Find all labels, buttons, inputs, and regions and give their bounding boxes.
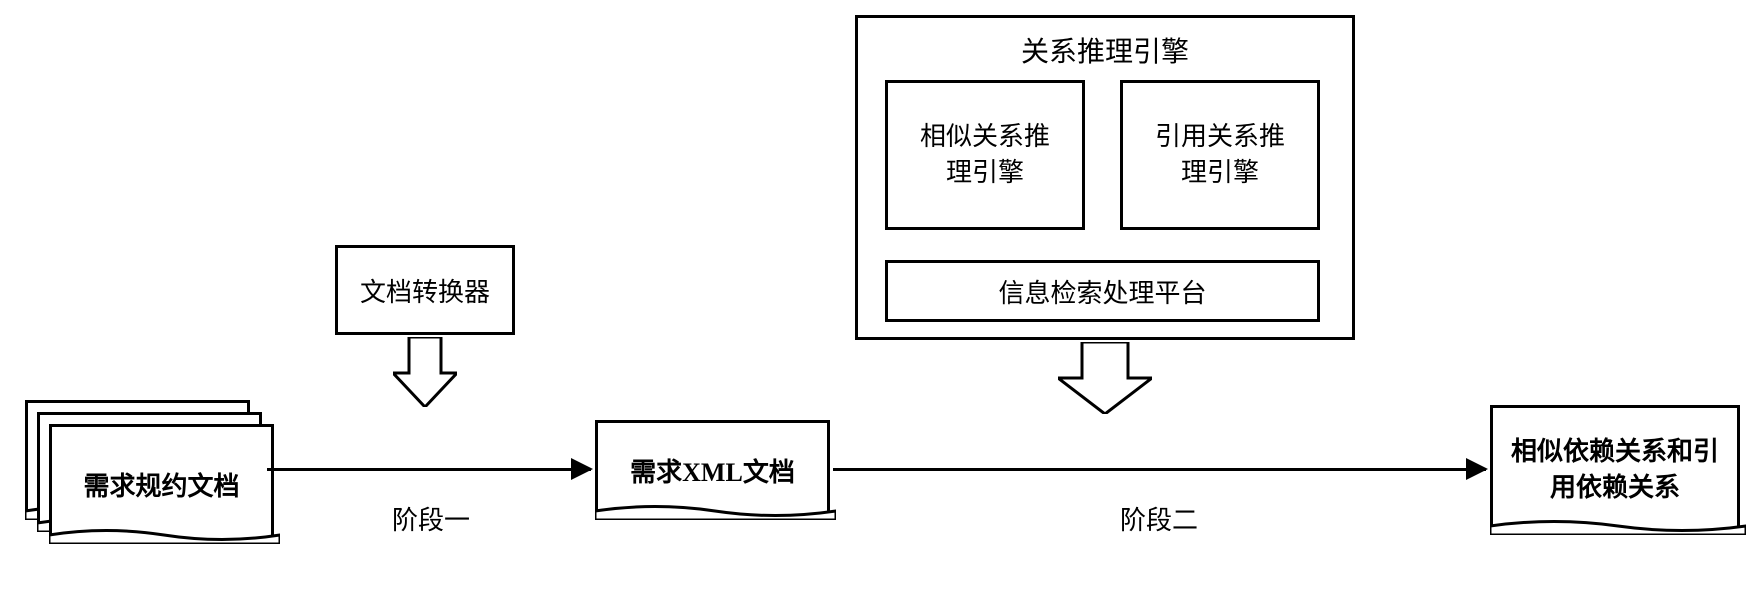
wavy-edge <box>49 526 280 544</box>
doc2: 需求XML文档 <box>595 420 830 520</box>
doc1: 需求规约文档 <box>49 424 274 544</box>
engine-platform: 信息检索处理平台 <box>885 260 1320 322</box>
down-arrow-2 <box>1058 342 1152 414</box>
engine-platform-label: 信息检索处理平台 <box>998 273 1206 310</box>
down-arrow-1 <box>393 337 457 407</box>
engine-title: 关系推理引擎 <box>1021 30 1189 70</box>
arrow-stage-2 <box>833 468 1486 471</box>
doc1-label: 需求规约文档 <box>83 466 239 503</box>
engine-sub2-label: 引用关系推理引擎 <box>1143 119 1297 192</box>
converter-label: 文档转换器 <box>360 272 490 309</box>
arrow-stage-1 <box>267 468 591 471</box>
stage2-label: 阶段二 <box>1120 500 1198 537</box>
converter-box: 文档转换器 <box>335 245 515 335</box>
wavy-edge <box>1490 517 1746 535</box>
engine-sub1: 相似关系推理引擎 <box>885 80 1085 230</box>
engine-sub1-label: 相似关系推理引擎 <box>908 119 1062 192</box>
doc3: 相似依赖关系和引用依赖关系 <box>1490 405 1740 535</box>
doc2-label: 需求XML文档 <box>630 452 795 489</box>
stage1-label: 阶段一 <box>392 500 470 537</box>
doc3-label: 相似依赖关系和引用依赖关系 <box>1501 434 1729 507</box>
wavy-edge <box>595 502 836 520</box>
engine-sub2: 引用关系推理引擎 <box>1120 80 1320 230</box>
